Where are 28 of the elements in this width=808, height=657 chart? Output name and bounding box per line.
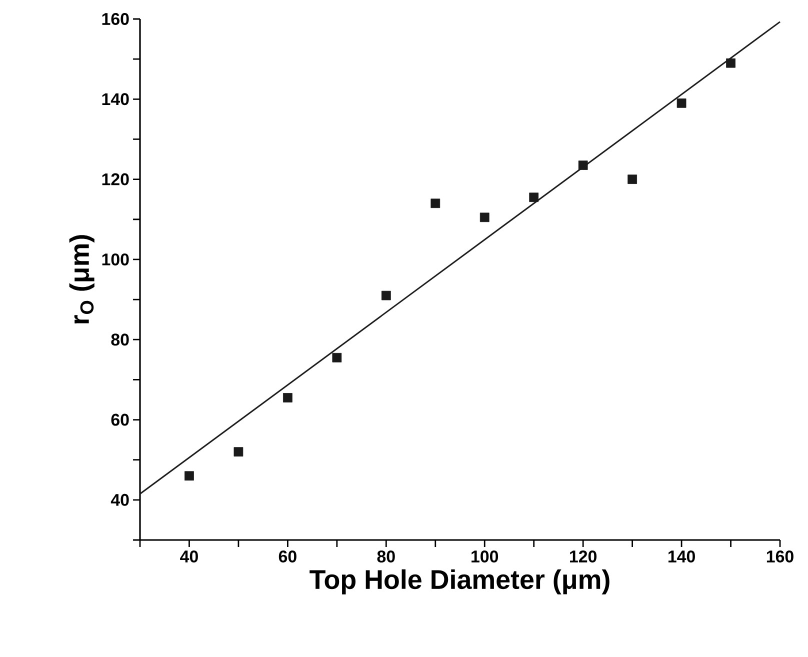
- y-tick-label: 140: [102, 93, 129, 106]
- y-tick-label: 40: [110, 494, 129, 506]
- y-tick-label: 120: [102, 173, 129, 186]
- y-tick-label: 80: [111, 334, 129, 346]
- x-axis-title: Top Hole Diameter (μm): [310, 569, 610, 594]
- point: [184, 471, 194, 481]
- y-axis-title: r$_{O}$ (μm): [69, 235, 94, 324]
- point: [726, 58, 736, 68]
- x-tick-label: 160: [766, 550, 794, 562]
- point: [578, 160, 588, 170]
- point: [234, 447, 244, 457]
- x-tick-label: 80: [377, 550, 395, 562]
- point: [628, 174, 637, 184]
- y-tick-label: 100: [102, 253, 129, 266]
- point: [529, 192, 539, 202]
- x-tick-label: 120: [570, 550, 597, 562]
- y-tick-label: 160: [102, 12, 129, 25]
- point: [283, 393, 292, 402]
- point: [480, 212, 490, 222]
- x-tick-label: 100: [472, 550, 498, 562]
- point: [430, 198, 440, 208]
- point: [381, 290, 391, 300]
- point: [332, 352, 342, 362]
- x-tick-label: 140: [668, 550, 695, 562]
- x-tick-label: 60: [278, 550, 296, 562]
- x-tick-label: 40: [180, 550, 198, 562]
- y-tick-label: 60: [111, 414, 129, 426]
- point: [676, 98, 686, 108]
